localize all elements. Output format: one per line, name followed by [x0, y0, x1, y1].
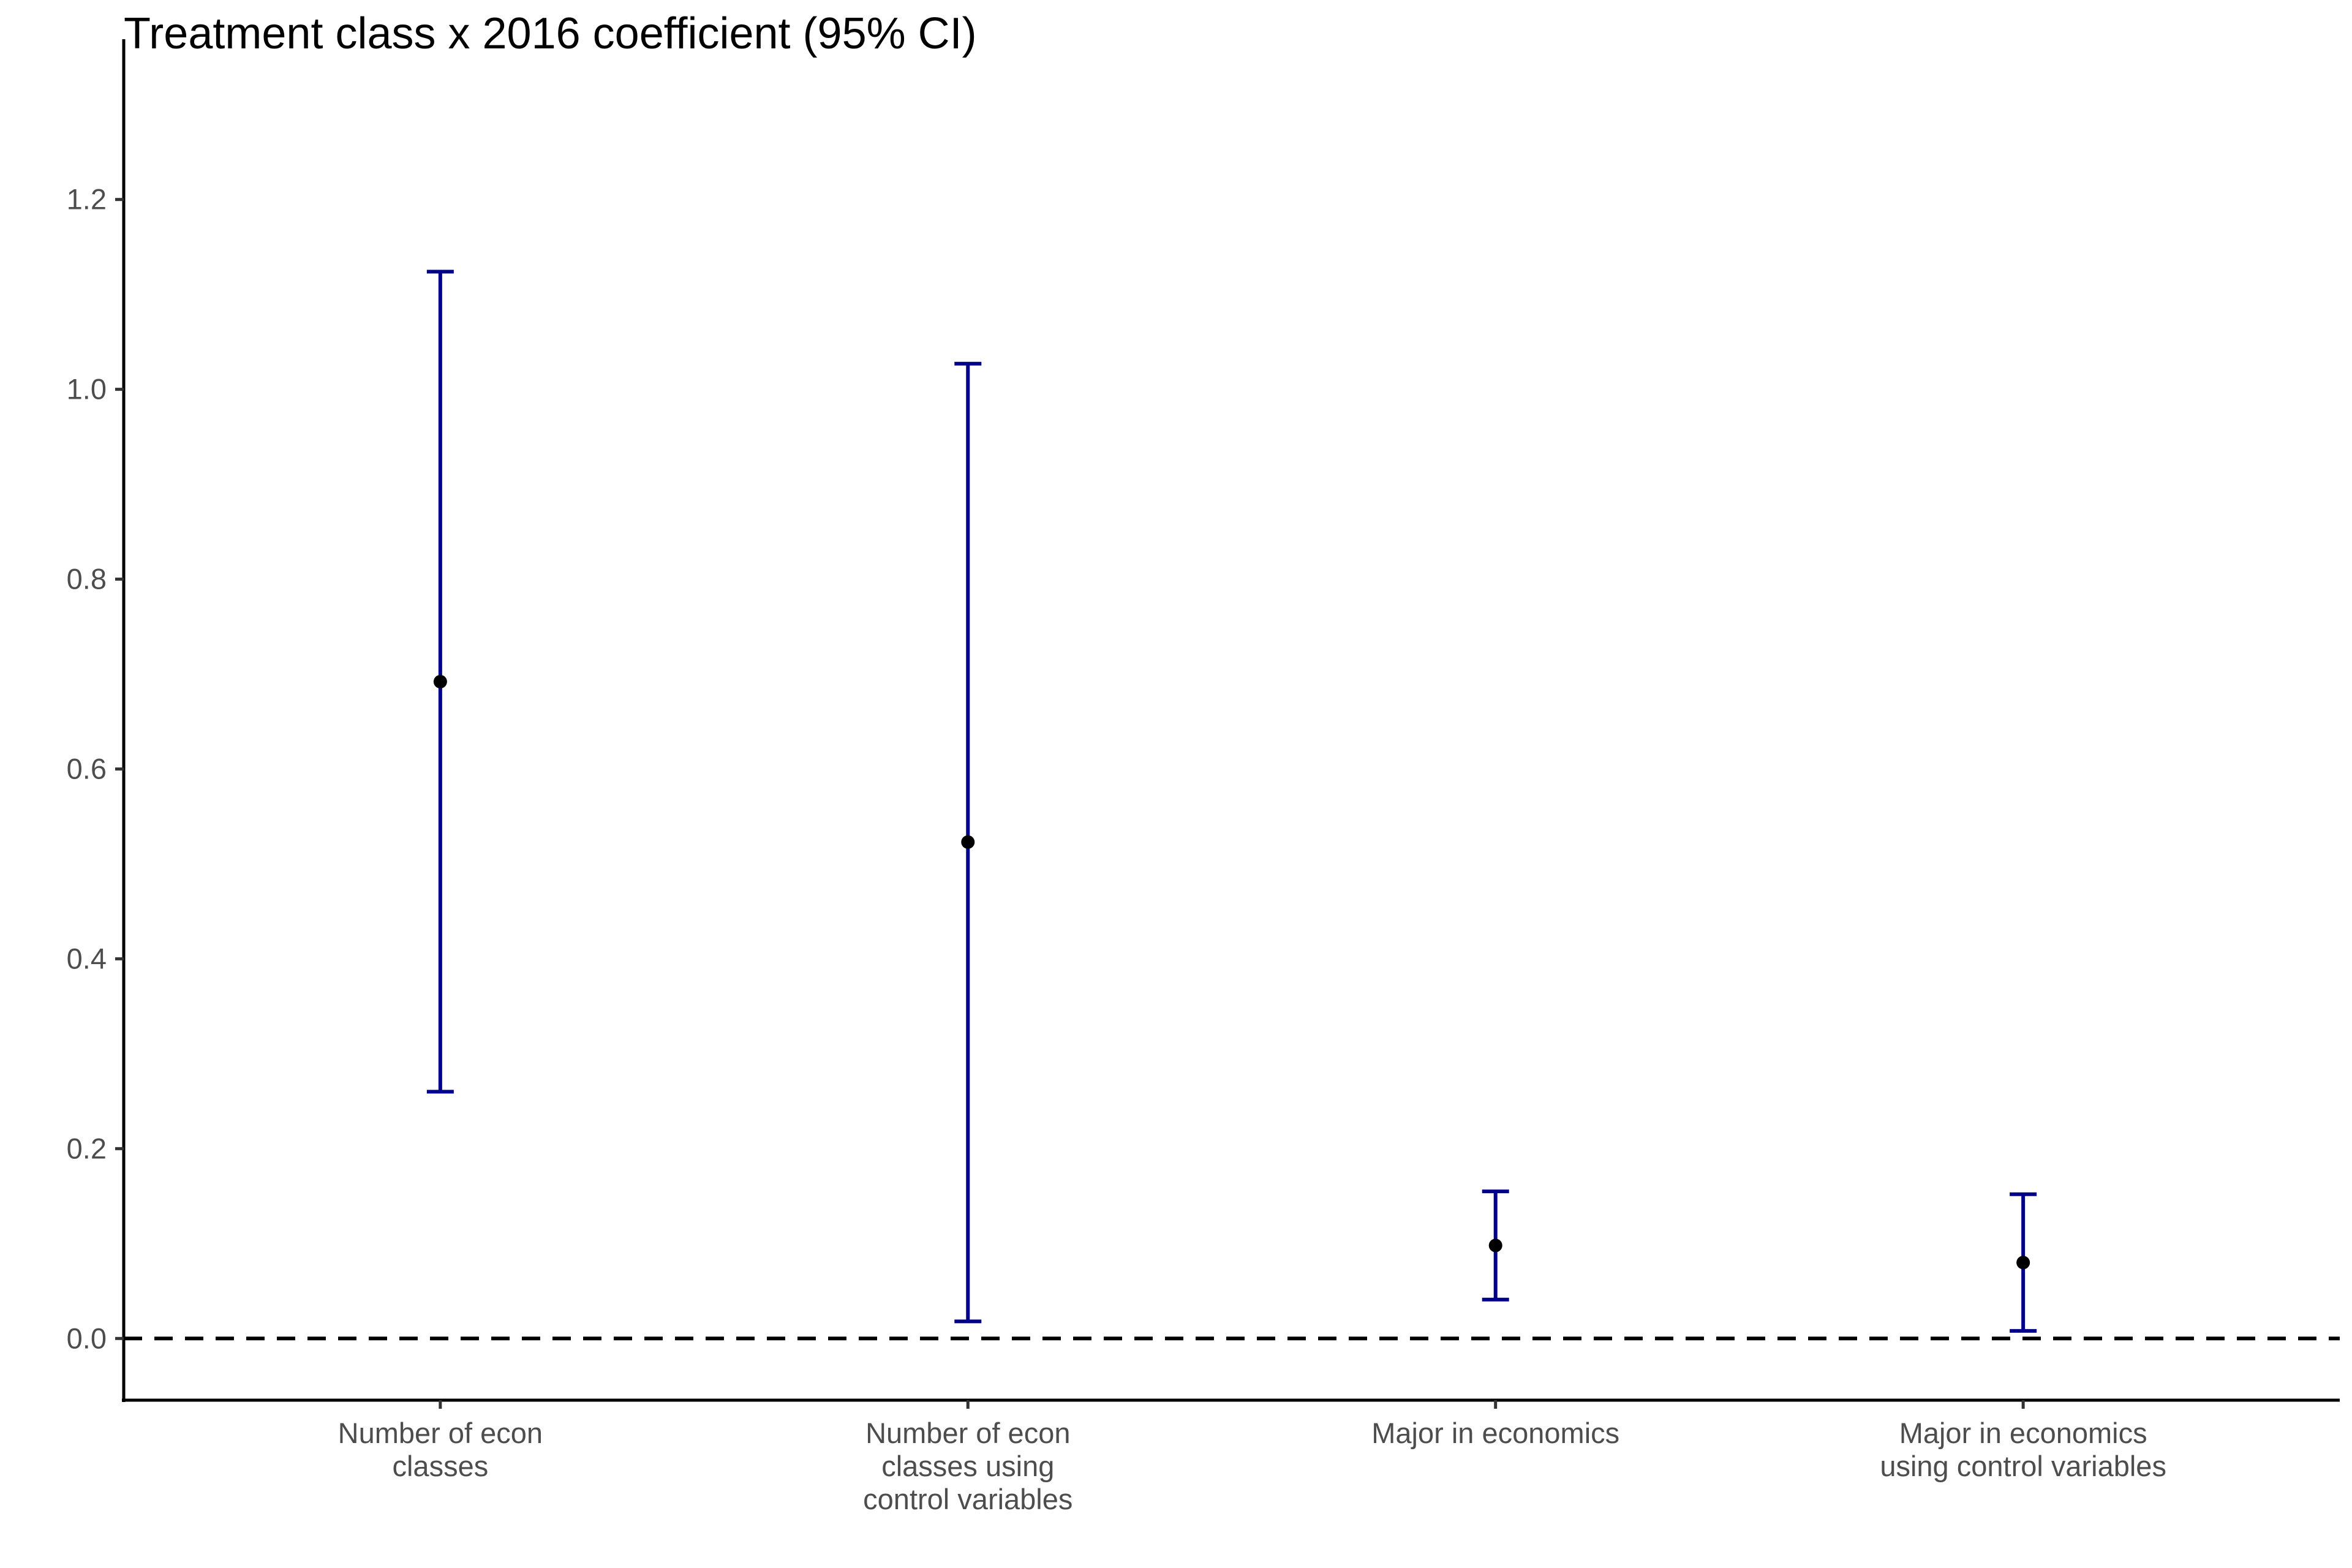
point-estimate-4 — [2016, 1256, 2030, 1270]
y-tick-label: 0.2 — [67, 1132, 107, 1164]
y-tick-layer: 0.0 0.2 0.4 0.6 0.8 1.0 1.2 — [67, 183, 124, 1354]
y-tick-label: 0.0 — [67, 1322, 107, 1354]
point-estimate-1 — [433, 674, 447, 688]
x-tick-label: Number of econ classes using control varia… — [863, 1417, 1072, 1515]
x-tick-label: Major in economics — [1371, 1417, 1619, 1449]
y-tick-label: 1.0 — [67, 373, 107, 405]
y-tick-label: 0.6 — [67, 752, 107, 785]
y-tick-label: 0.8 — [67, 563, 107, 595]
axes-layer — [122, 39, 2340, 1402]
point-estimate-3 — [1488, 1238, 1502, 1253]
point-layer — [433, 674, 2030, 1270]
chart-title: Treatment class x 2016 coefficient (95% … — [124, 9, 977, 58]
x-tick-label: Major in economics using control variable… — [1880, 1417, 2166, 1482]
point-estimate-2 — [961, 835, 975, 849]
y-tick-label: 1.2 — [67, 183, 107, 216]
x-tick-label: Number of econ classes — [338, 1417, 543, 1482]
y-tick-label: 0.4 — [67, 942, 107, 974]
errorbar-layer — [426, 270, 2037, 1333]
x-tick-layer: Number of econ classes Number of econ class… — [338, 1400, 2166, 1515]
